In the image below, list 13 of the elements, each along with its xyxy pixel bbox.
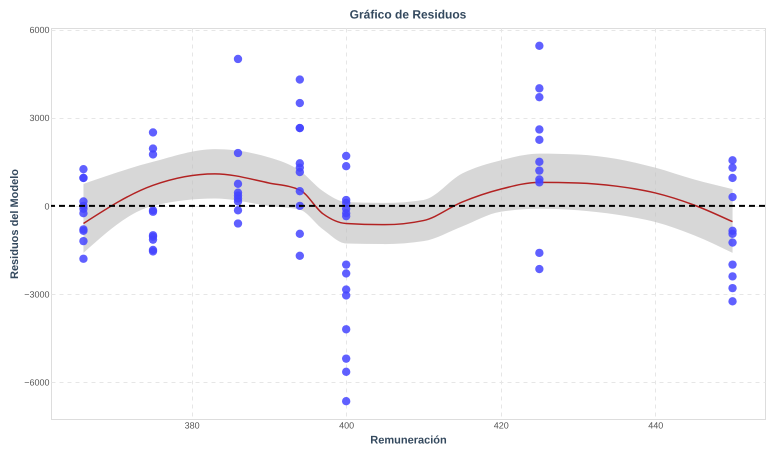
x-tick-label: 420 bbox=[494, 420, 509, 430]
y-tick-label: 0 bbox=[44, 201, 50, 212]
x-tick-label: 380 bbox=[184, 420, 200, 430]
y-tick-label: 6000 bbox=[29, 25, 50, 36]
y-tick-label: 3000 bbox=[29, 113, 50, 124]
x-tick-label: 400 bbox=[339, 420, 354, 430]
chart-title: Gráfico de Residuos bbox=[350, 8, 467, 22]
line-series bbox=[82, 173, 734, 226]
x-tick-label: 440 bbox=[648, 420, 664, 430]
y-tick-label: −3000 bbox=[24, 290, 50, 300]
y-tick-label: −6000 bbox=[24, 378, 50, 388]
y-axis-title: Residuos del Modelo bbox=[9, 168, 22, 280]
x-axis-title: Remuneración bbox=[370, 434, 447, 446]
